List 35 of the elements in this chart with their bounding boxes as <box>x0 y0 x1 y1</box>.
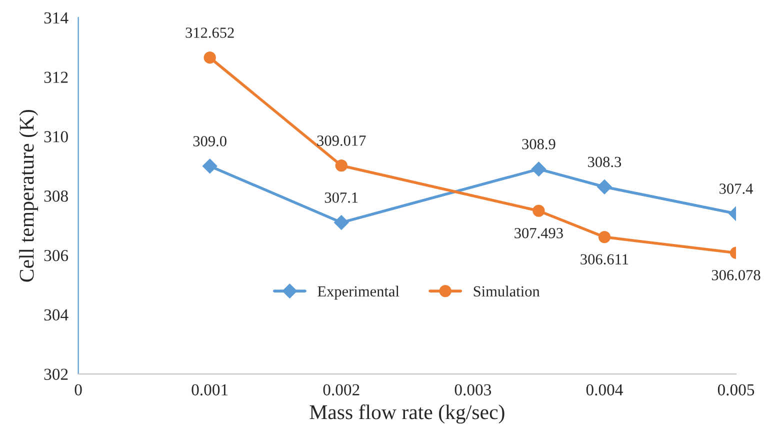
data-label: 307.4 <box>720 184 753 194</box>
data-label: 307.493 <box>514 228 563 238</box>
point <box>598 230 611 244</box>
y-tick-label: 312 <box>44 72 68 83</box>
y-tick-label: 304 <box>44 309 68 321</box>
point <box>532 204 545 217</box>
x-tick-label: 0.001 <box>192 384 228 396</box>
x-tick-label: 0.005 <box>718 384 754 396</box>
point <box>531 162 546 176</box>
legend-label: Simulation <box>474 286 540 297</box>
y-tick-label: 310 <box>44 131 68 142</box>
x-tick-label: 0.003 <box>454 384 492 396</box>
data-label: 308.9 <box>522 138 556 150</box>
data-label: 309.0 <box>193 136 226 146</box>
data-label: 306.611 <box>580 254 628 265</box>
point <box>335 160 348 172</box>
x-axis-title: Mass flow rate (kg/sec) <box>310 404 504 424</box>
point <box>597 179 612 194</box>
legend-label: Experimental <box>318 286 400 300</box>
y-axis-title: Cell temperature (K) <box>19 110 38 282</box>
x-tick-label: 0.002 <box>323 384 360 396</box>
data-label: 308.3 <box>588 156 622 168</box>
y-tick-label: 314 <box>44 12 68 24</box>
x-tick-label: 0 <box>74 384 82 396</box>
data-label: 306.078 <box>712 270 760 280</box>
point <box>204 52 216 64</box>
x-tick-label: 0.004 <box>586 384 623 396</box>
y-tick-label: 308 <box>44 190 68 202</box>
data-label: 309.017 <box>317 136 366 146</box>
y-tick-label: 302 <box>44 368 68 380</box>
y-tick-label: 306 <box>44 250 68 262</box>
data-label: 307.1 <box>324 192 358 203</box>
point <box>202 158 218 174</box>
data-label: 312.652 <box>186 28 234 38</box>
point <box>334 215 349 230</box>
